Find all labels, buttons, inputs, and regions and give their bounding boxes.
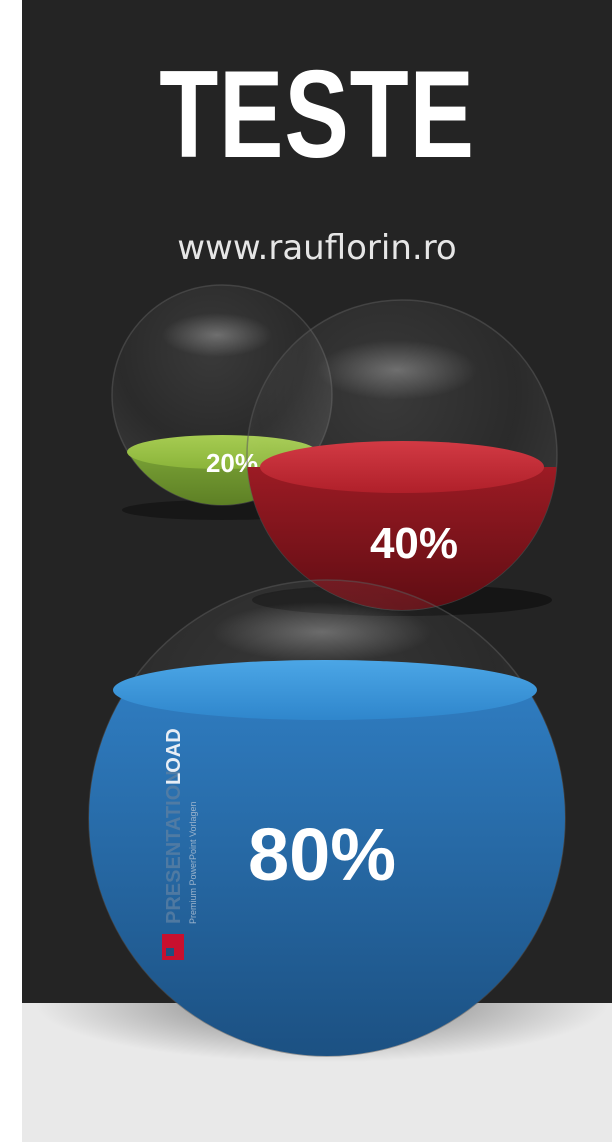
blue-sphere-label: 80% — [248, 813, 396, 896]
logo-tagline: Premium PowerPoint Vorlagen — [188, 801, 198, 924]
logo-brand-bold: LOAD — [163, 728, 185, 785]
red-sphere-label: 40% — [370, 519, 458, 568]
website-url: www.rauflorin.ro — [177, 228, 457, 268]
presentationload-logo: PRESENTATION LOAD Premium PowerPoint Vor… — [162, 728, 198, 960]
spheres-graphic: 20% 40% 80% PRESENTATION LOA — [88, 284, 566, 1057]
page-title: TESTE — [159, 46, 475, 184]
blue-sphere — [88, 579, 566, 1057]
infographic-canvas: TESTE www.rauflorin.ro — [22, 0, 612, 1142]
red-sphere — [246, 299, 558, 616]
logo-brand-light: PRESENTATION — [163, 770, 185, 924]
